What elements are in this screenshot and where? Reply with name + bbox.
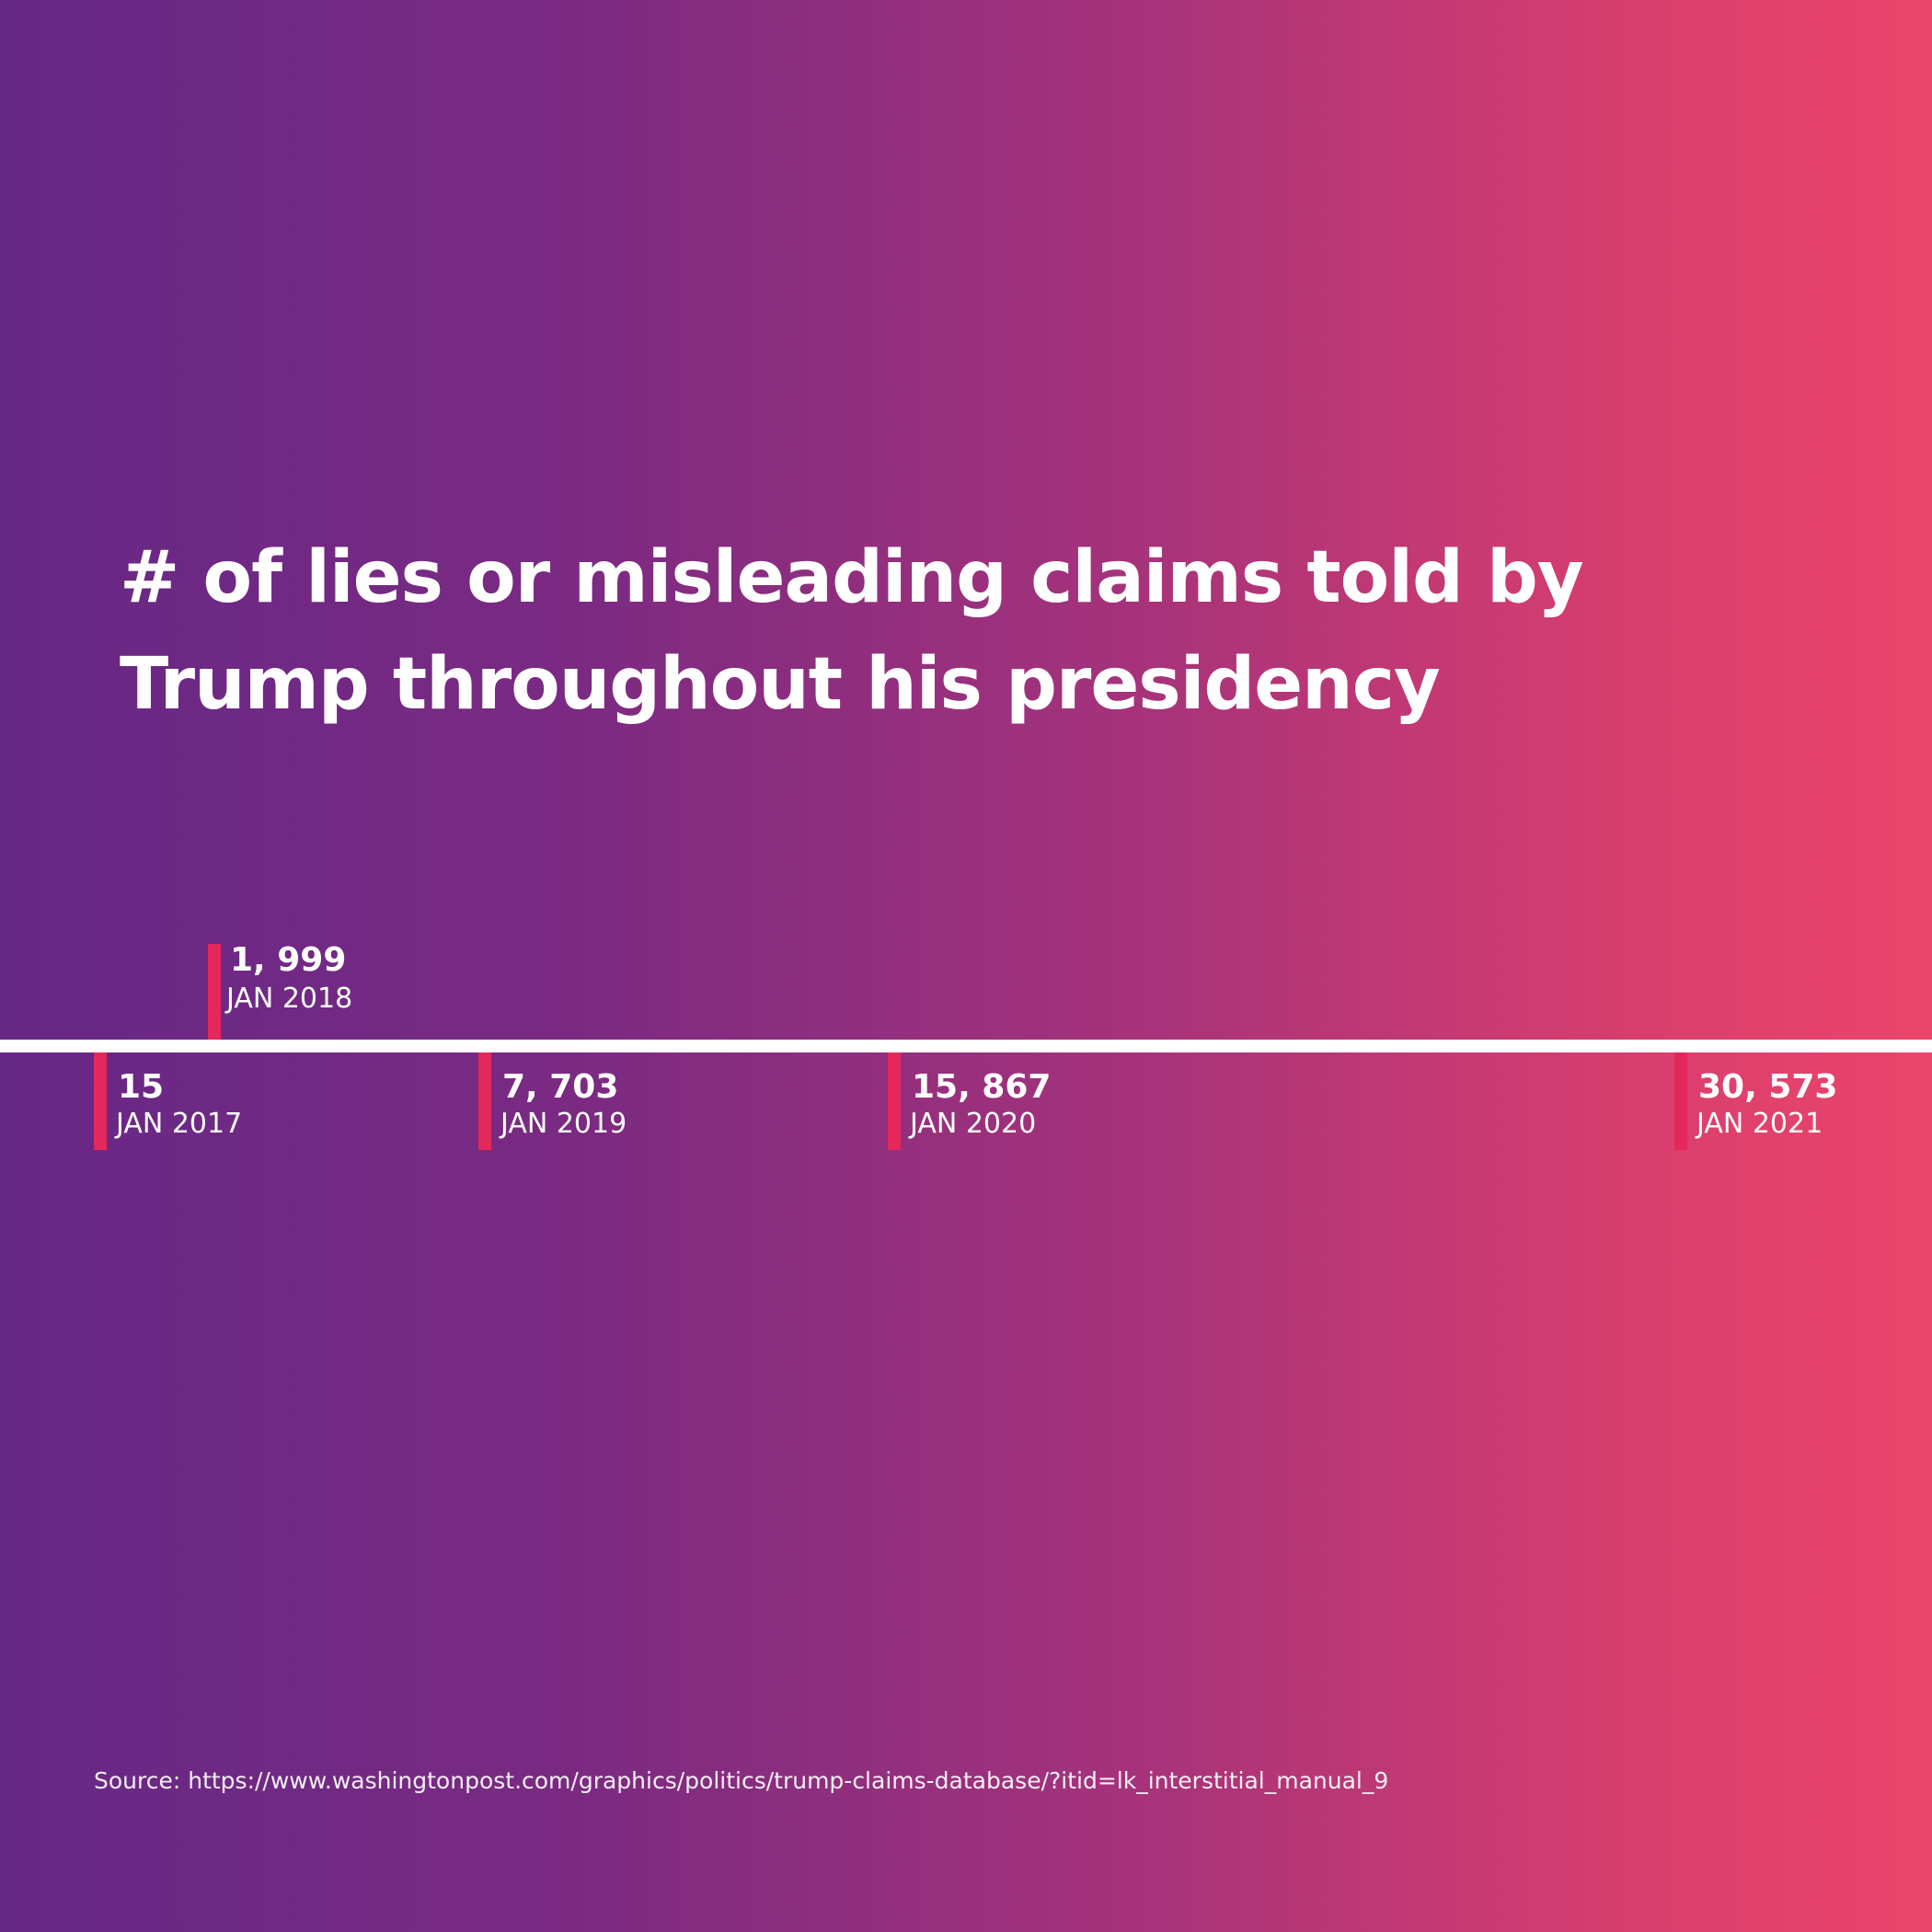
data-value-label: 15, 867 (912, 1068, 1052, 1106)
date-label: JAN 2017 (116, 1108, 243, 1140)
chart-title: # of lies or misleading claims told by T… (120, 536, 1584, 726)
data-value-label: 7, 703 (502, 1068, 619, 1106)
date-label: JAN 2020 (910, 1108, 1037, 1140)
data-value-label: 1, 999 (230, 941, 347, 979)
source-note: Source: https://www.washingtonpost.com/g… (94, 1767, 1389, 1794)
timeline-tick (94, 1052, 107, 1150)
timeline-tick (478, 1052, 491, 1150)
timeline-tick (1674, 1052, 1687, 1150)
date-label: JAN 2021 (1696, 1108, 1823, 1140)
timeline-axis-line (0, 1040, 1932, 1052)
data-value-label: 15 (118, 1068, 165, 1106)
timeline-tick (888, 1052, 901, 1150)
data-value-label: 30, 573 (1698, 1068, 1838, 1106)
timeline-tick (208, 944, 221, 1040)
date-label: JAN 2018 (226, 983, 353, 1015)
date-label: JAN 2019 (500, 1108, 627, 1140)
